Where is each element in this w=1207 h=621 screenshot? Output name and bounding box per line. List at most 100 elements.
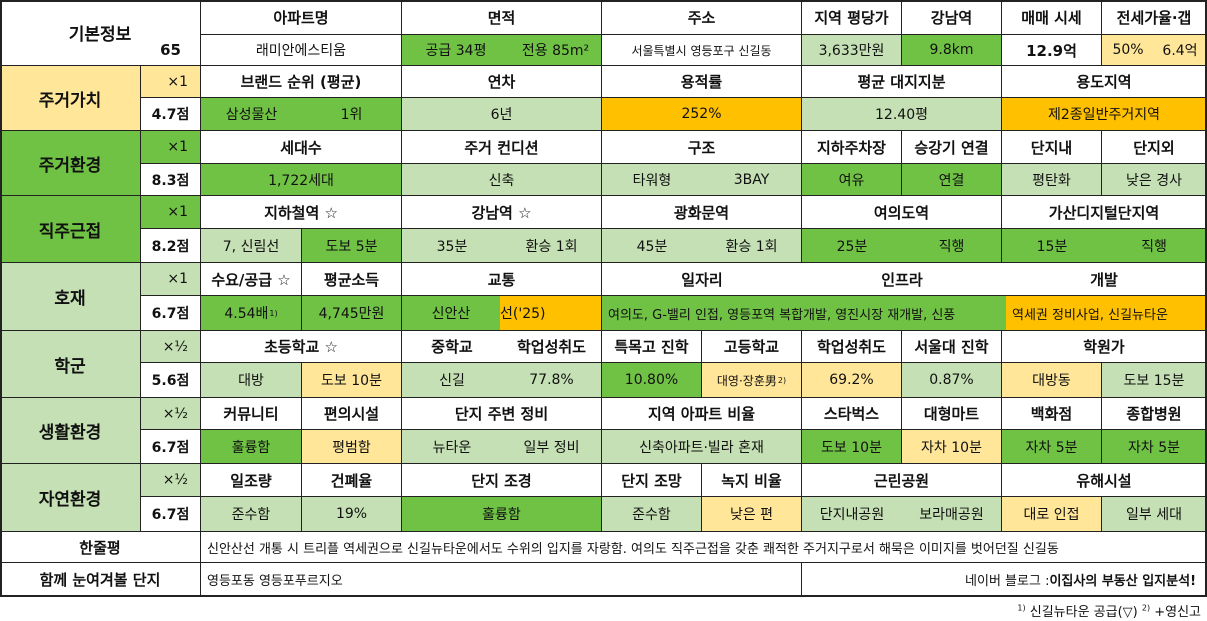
environment-header: 구조 <box>602 131 802 164</box>
sale-price: 12.9억 <box>1002 35 1102 66</box>
living-header: 종합병원 <box>1102 398 1207 430</box>
development-projects: 역세권 정비사업, 신길뉴타운 <box>1006 296 1207 331</box>
parking: 여유 <box>802 164 902 196</box>
related-label: 함께 눈여겨볼 단지 <box>0 563 201 596</box>
development-header: 평균소득 <box>302 263 402 296</box>
basic-header: 전세가율·갭 <box>1102 0 1207 35</box>
starbucks: 도보 10분 <box>802 430 902 464</box>
footnote: 1) 신길뉴타운 공급(▽) 2) +영신고 <box>1017 601 1201 620</box>
section-score: 6.7점 <box>141 296 201 331</box>
building-age: 6년 <box>402 98 602 131</box>
basic-header: 주소 <box>602 0 802 35</box>
floor-area-ratio: 252% <box>602 98 802 131</box>
development-header: 일자리 <box>602 263 802 296</box>
yeouido-transfer: 직행 <box>902 229 1002 263</box>
convenience: 평범함 <box>302 430 402 464</box>
transport-year: 선('25) <box>500 296 602 331</box>
commute-header: 가산디지털단지역 <box>1002 196 1207 229</box>
elementary-walk: 도보 10분 <box>302 363 402 398</box>
value-header: 용도지역 <box>1002 66 1207 98</box>
section-score: 6.7점 <box>141 430 201 464</box>
footnote-mark-1: 1) <box>1017 603 1026 613</box>
middle-school: 신길 <box>402 363 502 398</box>
basic-header: 면적 <box>402 0 602 35</box>
school-header: 고등학교 <box>702 331 802 363</box>
development-header: 수요/공급 ☆ <box>201 263 302 296</box>
school-header: 중학교 <box>402 331 502 363</box>
living-header: 대형마트 <box>902 398 1002 430</box>
living-header: 스타벅스 <box>802 398 902 430</box>
supply-ratio-value: 4.54배 <box>224 306 269 322</box>
section-label: 주거환경 <box>0 131 141 196</box>
park-boramae: 보라매공원 <box>902 497 1002 532</box>
summary-label: 한줄평 <box>0 532 201 563</box>
value-header: 용적률 <box>602 66 802 98</box>
gasan-time: 15분 <box>1002 229 1102 263</box>
section-weight: ×1 <box>141 66 201 98</box>
footnote-text-1: 신길뉴타운 공급(▽) <box>1025 605 1142 620</box>
environment-header: 승강기 연결 <box>902 131 1002 164</box>
section-score: 6.7점 <box>141 497 201 532</box>
apt-number: 65 <box>141 35 201 66</box>
bay: 3BAY <box>702 164 802 196</box>
section-label: 직주근접 <box>0 196 141 263</box>
living-header: 백화점 <box>1002 398 1102 430</box>
nature-header: 녹지 비율 <box>702 464 802 497</box>
structure: 타워형 <box>602 164 702 196</box>
school-header: 학업성취도 <box>502 331 602 363</box>
environment-header: 단지내 <box>1002 131 1102 164</box>
zoning: 제2종일반주거지역 <box>1002 98 1207 131</box>
general-hospital: 자차 5분 <box>1102 430 1207 464</box>
basic-info-label: 기본정보 <box>0 0 201 66</box>
land-share: 12.40평 <box>802 98 1002 131</box>
special-high-rate: 10.80% <box>602 363 702 398</box>
elementary-school: 대방 <box>201 363 302 398</box>
surround-newtown: 뉴타운 <box>402 430 502 464</box>
gangnam-transfer: 환승 1회 <box>502 229 602 263</box>
environment-header: 지하주차장 <box>802 131 902 164</box>
basic-header: 지역 평당가 <box>802 0 902 35</box>
development-header: 교통 <box>402 263 602 296</box>
basic-header: 강남역 <box>902 0 1002 35</box>
area-supply: 공급 34평 <box>402 35 510 66</box>
high-school-name: 대영·장훈男 <box>716 373 777 388</box>
development-header: 개발 <box>1002 263 1207 296</box>
section-label: 호재 <box>0 263 141 331</box>
surround-partial: 일부 정비 <box>502 430 602 464</box>
section-weight: ×1 <box>141 196 201 229</box>
address: 서울특별시 영등포구 신길동 <box>602 35 802 66</box>
section-label: 생활환경 <box>0 398 141 464</box>
section-weight: ×½ <box>141 331 201 363</box>
nature-header: 유해시설 <box>1002 464 1207 497</box>
outside-slope: 낮은 경사 <box>1102 164 1207 196</box>
footnote-mark-2: 2) <box>1141 603 1151 613</box>
snu-rate: 0.87% <box>902 363 1002 398</box>
section-score: 8.2점 <box>141 229 201 263</box>
gap: 6.4억 <box>1154 35 1207 66</box>
nature-header: 단지 조망 <box>602 464 702 497</box>
living-header: 단지 주변 정비 <box>402 398 602 430</box>
footnote-text-2: +영신고 <box>1150 605 1201 620</box>
related-complex: 영등포동 영등포푸르지오 <box>201 563 802 596</box>
section-score: 8.3점 <box>141 164 201 196</box>
yeouido-time: 25분 <box>802 229 902 263</box>
jobs-infra: 여의도, G-밸리 인접, 영등포역 복합개발, 영진시장 재개발, 신풍 <box>602 296 1006 331</box>
environment-header: 주거 컨디션 <box>402 131 602 164</box>
section-label: 학군 <box>0 331 141 398</box>
section-weight: ×½ <box>141 464 201 497</box>
condition: 신축 <box>402 164 602 196</box>
school-header: 학원가 <box>1002 331 1207 363</box>
landscape: 훌륭함 <box>402 497 602 532</box>
apt-ratio: 신축아파트·빌라 혼재 <box>602 430 802 464</box>
sunlight: 준수함 <box>201 497 302 532</box>
community: 훌륭함 <box>201 430 302 464</box>
gangnam-time: 35분 <box>402 229 502 263</box>
section-weight: ×1 <box>141 131 201 164</box>
commute-header: 강남역 ☆ <box>402 196 602 229</box>
value-header: 평균 대지지분 <box>802 66 1002 98</box>
area-exclusive: 전용 85m² <box>510 35 602 66</box>
hazard-road: 대로 인접 <box>1002 497 1102 532</box>
environment-header: 세대수 <box>201 131 402 164</box>
living-header: 편의시설 <box>302 398 402 430</box>
